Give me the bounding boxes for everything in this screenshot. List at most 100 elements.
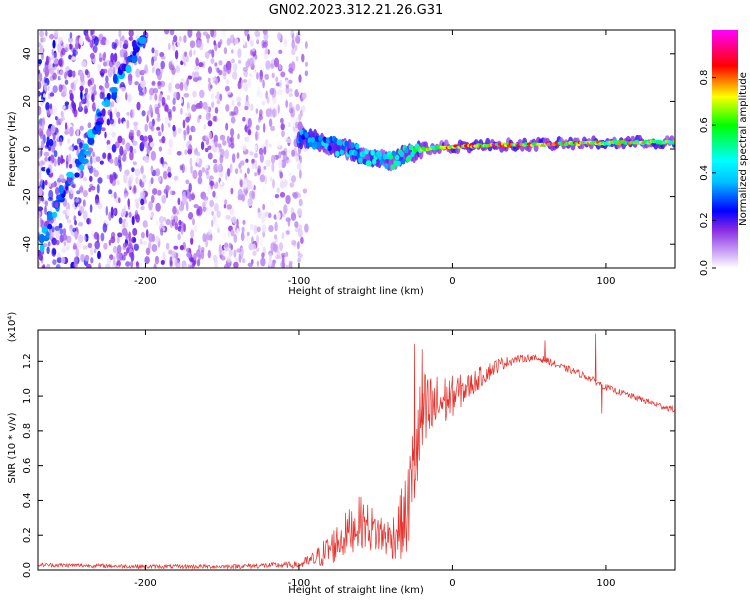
- noise-speckle: [289, 182, 295, 188]
- noise-speckle: [253, 113, 259, 122]
- noise-speckle: [38, 206, 44, 212]
- noise-speckle: [198, 169, 203, 178]
- noise-speckle: [204, 199, 208, 205]
- noise-speckle: [117, 135, 123, 144]
- noise-speckle: [154, 255, 160, 265]
- noise-speckle: [111, 41, 116, 50]
- noise-speckle: [155, 202, 161, 212]
- noise-speckle: [147, 134, 153, 140]
- noise-speckle: [141, 178, 147, 183]
- noise-speckle: [189, 40, 196, 48]
- noise-speckle: [236, 152, 240, 159]
- noise-speckle: [222, 231, 226, 241]
- noise-speckle: [118, 252, 124, 261]
- noise-speckle: [144, 123, 148, 132]
- noise-speckle: [105, 39, 110, 45]
- signal-core: [407, 154, 412, 161]
- noise-speckle: [226, 256, 232, 263]
- noise-speckle: [288, 63, 293, 69]
- noise-speckle: [93, 83, 97, 92]
- noise-speckle: [111, 65, 115, 73]
- noise-speckle: [59, 70, 64, 80]
- noise-speckle: [48, 234, 53, 240]
- noise-speckle: [125, 142, 131, 152]
- noise-speckle: [106, 139, 111, 146]
- noise-speckle: [279, 191, 286, 198]
- noise-speckle: [103, 61, 107, 67]
- noise-speckle: [195, 31, 202, 40]
- noise-speckle: [265, 108, 271, 118]
- noise-speckle: [262, 41, 268, 48]
- ridge-point: [54, 202, 59, 209]
- noise-speckle: [245, 234, 251, 243]
- noise-speckle: [202, 31, 208, 36]
- noise-speckle: [264, 73, 270, 80]
- noise-speckle: [89, 52, 95, 60]
- noise-speckle: [55, 187, 60, 196]
- noise-speckle: [55, 116, 58, 121]
- noise-speckle: [94, 240, 100, 250]
- noise-speckle: [52, 72, 57, 80]
- noise-speckle: [76, 240, 82, 250]
- noise-speckle: [43, 76, 47, 83]
- noise-speckle: [38, 180, 41, 187]
- noise-speckle: [73, 263, 78, 268]
- noise-speckle: [245, 158, 249, 163]
- noise-speckle: [116, 259, 121, 268]
- y-tick-label: -40: [22, 236, 33, 252]
- noise-speckle: [256, 36, 259, 44]
- noise-speckle: [274, 221, 278, 232]
- noise-speckle: [261, 252, 265, 259]
- noise-speckle: [44, 179, 48, 186]
- noise-speckle: [66, 209, 71, 216]
- colorbar-label: Normalized spectral amplitude: [738, 72, 749, 226]
- noise-speckle: [286, 159, 292, 164]
- noise-speckle: [81, 60, 87, 68]
- noise-speckle: [163, 30, 170, 35]
- noise-speckle: [128, 211, 132, 218]
- noise-speckle: [192, 90, 197, 98]
- ridge-point: [79, 164, 85, 171]
- noise-speckle: [52, 39, 56, 49]
- noise-speckle: [141, 69, 147, 74]
- noise-speckle: [266, 96, 270, 104]
- noise-speckle: [238, 162, 242, 169]
- noise-speckle: [301, 92, 307, 100]
- noise-speckle: [259, 109, 263, 117]
- ridge-point: [38, 233, 45, 244]
- noise-speckle: [167, 122, 171, 128]
- snr-scale-label: (x10⁴): [7, 312, 18, 343]
- noise-speckle: [99, 160, 104, 165]
- noise-speckle: [58, 223, 63, 229]
- noise-speckle: [90, 247, 94, 256]
- noise-speckle: [75, 198, 79, 203]
- noise-speckle: [68, 163, 73, 169]
- noise-speckle: [142, 174, 147, 180]
- noise-speckle: [88, 164, 92, 169]
- x-tick-label: -200: [134, 578, 157, 589]
- noise-speckle: [58, 208, 64, 214]
- snr-y-label: SNR (10 * v/v): [7, 412, 18, 483]
- noise-speckle: [285, 230, 290, 235]
- noise-speckle: [135, 68, 141, 78]
- noise-speckle: [202, 101, 208, 110]
- noise-speckle: [89, 204, 93, 213]
- noise-speckle: [103, 242, 108, 250]
- noise-speckle: [133, 243, 139, 251]
- signal-core: [344, 140, 349, 147]
- noise-speckle: [239, 168, 243, 174]
- noise-speckle: [38, 81, 42, 90]
- noise-speckle: [100, 39, 103, 45]
- noise-speckle: [280, 117, 284, 124]
- noise-speckle: [255, 108, 258, 114]
- noise-speckle: [159, 216, 164, 224]
- noise-speckle: [108, 239, 112, 246]
- signal-core: [350, 142, 355, 149]
- noise-speckle: [117, 232, 123, 238]
- noise-speckle: [139, 238, 143, 245]
- ridge-point: [132, 39, 137, 49]
- noise-speckle: [64, 79, 69, 85]
- noise-speckle: [140, 166, 144, 174]
- snr-x-label: Height of straight line (km): [288, 585, 424, 596]
- noise-speckle: [149, 95, 153, 101]
